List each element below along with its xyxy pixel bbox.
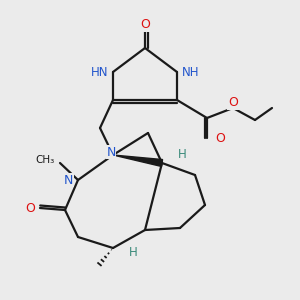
- Text: O: O: [215, 131, 225, 145]
- Text: H: H: [129, 247, 138, 260]
- Polygon shape: [113, 155, 163, 166]
- Text: N: N: [106, 146, 116, 158]
- Text: O: O: [228, 97, 238, 110]
- Text: NH: NH: [182, 65, 200, 79]
- Text: H: H: [178, 148, 187, 161]
- Text: HN: HN: [91, 65, 108, 79]
- Text: O: O: [25, 202, 35, 214]
- Text: CH₃: CH₃: [36, 155, 55, 165]
- Text: N: N: [64, 173, 73, 187]
- Text: O: O: [140, 19, 150, 32]
